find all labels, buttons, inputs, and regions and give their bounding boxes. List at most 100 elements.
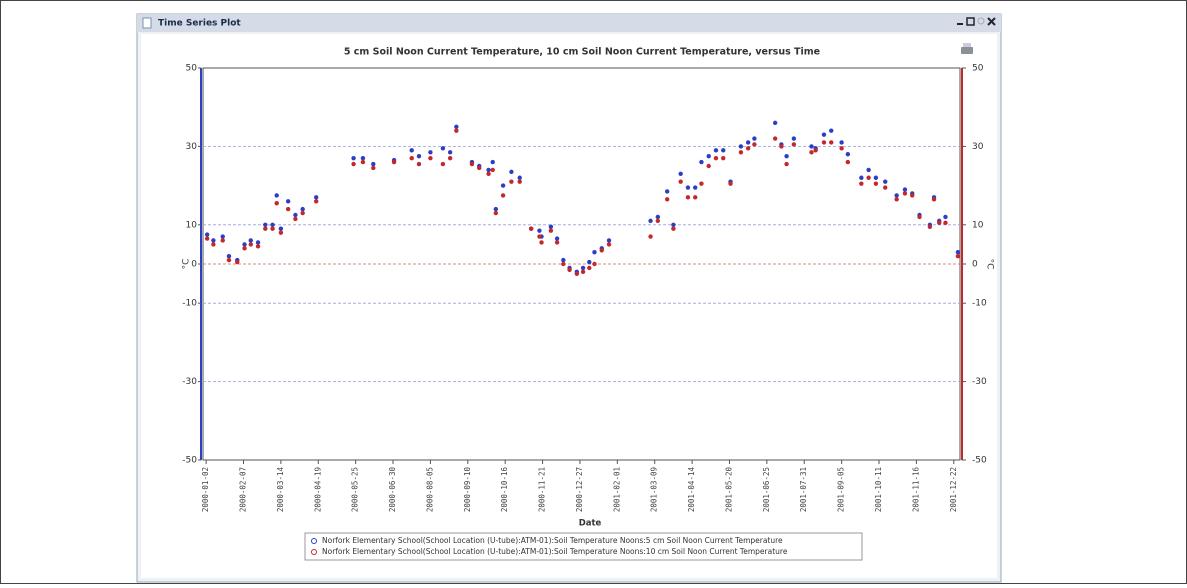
data-point [220, 238, 225, 243]
data-point [517, 175, 522, 180]
data-point [943, 220, 948, 226]
data-point [839, 140, 844, 145]
y2-axis-label: °C [985, 259, 995, 270]
data-point [845, 152, 851, 157]
data-point [592, 261, 597, 267]
data-point [274, 193, 279, 198]
data-point [772, 136, 778, 141]
data-point [371, 165, 376, 171]
y2-tick-label: -10 [972, 299, 987, 309]
data-point [664, 189, 670, 194]
data-point [592, 250, 597, 255]
data-point [721, 155, 726, 161]
x-tick-label: 2001-07-31 [799, 467, 808, 512]
data-point [883, 179, 888, 184]
data-point [300, 210, 305, 216]
print-button[interactable] [961, 43, 973, 54]
x-tick-label: 2000-04-19 [313, 467, 322, 512]
data-point [894, 193, 899, 198]
window-controls[interactable] [957, 17, 996, 26]
close-button[interactable] [987, 17, 996, 26]
data-point [300, 206, 305, 212]
data-point [671, 226, 676, 231]
x-tick-label: 2000-02-07 [238, 467, 247, 512]
minimize-button[interactable] [957, 23, 963, 25]
data-point [866, 175, 871, 180]
printer-paper[interactable] [963, 43, 971, 47]
data-point [779, 144, 784, 149]
data-point [873, 181, 879, 186]
data-point [248, 242, 253, 247]
legend [304, 532, 863, 561]
data-point [447, 155, 453, 161]
data-point [693, 195, 698, 200]
data-point [587, 259, 592, 265]
data-point [859, 181, 864, 186]
y2-tick-label: -50 [972, 456, 987, 466]
data-point [678, 179, 683, 184]
data-point [699, 181, 704, 186]
data-point [226, 257, 232, 263]
data-point [409, 155, 414, 161]
y2-tick-label: 10 [972, 220, 984, 230]
data-point [821, 140, 827, 145]
data-point [574, 271, 580, 276]
data-point [902, 187, 908, 192]
data-point [248, 238, 253, 243]
data-point [706, 154, 711, 159]
title-bar [137, 14, 1001, 32]
x-axis-label: Date [579, 519, 602, 529]
data-point [606, 238, 612, 243]
data-point [548, 228, 554, 233]
data-point [493, 210, 499, 216]
detach-button[interactable] [977, 17, 985, 25]
data-point [255, 244, 261, 249]
data-point [509, 169, 514, 175]
data-point [745, 146, 751, 151]
data-point [917, 214, 922, 220]
data-point [440, 161, 446, 167]
data-point [873, 175, 879, 180]
data-point [204, 232, 210, 237]
x-tick-label: 2000-08-05 [425, 467, 434, 512]
maximize-button[interactable] [966, 17, 975, 26]
y2-tick-label: 0 [972, 260, 978, 270]
data-point [293, 216, 298, 222]
data-point [772, 120, 778, 126]
data-point [548, 224, 554, 229]
data-point [351, 155, 356, 161]
legend-label: Norfork Elementary School(School Locatio… [322, 547, 788, 556]
data-point [693, 185, 698, 190]
data-point [599, 248, 604, 253]
x-tick-label: 2000-06-30 [388, 467, 397, 513]
chart-title: 5 cm Soil Noon Current Temperature, 10 c… [344, 47, 820, 58]
data-point [839, 146, 844, 151]
data-point [813, 148, 818, 153]
y-tick-label: -30 [182, 377, 197, 387]
data-point [784, 161, 789, 167]
data-point [490, 167, 495, 173]
data-point [943, 214, 948, 220]
y2-tick-label: -30 [972, 377, 987, 387]
data-point [255, 240, 261, 245]
data-point [285, 206, 291, 212]
x-tick-label: 2000-01-02 [201, 467, 210, 512]
x-tick-label: 2000-03-14 [276, 467, 285, 513]
y2-tick-label: 50 [972, 64, 984, 74]
data-point [428, 150, 433, 155]
data-point [671, 222, 676, 227]
data-point [242, 242, 247, 247]
data-point [561, 261, 566, 267]
data-point [910, 193, 915, 198]
data-point [486, 167, 491, 173]
data-point [428, 155, 433, 161]
data-point [738, 144, 744, 149]
data-point [351, 161, 356, 167]
data-point [211, 242, 216, 247]
data-point [500, 183, 506, 188]
data-point [685, 185, 691, 190]
data-point [845, 159, 851, 165]
data-point [606, 242, 612, 247]
printer-body[interactable] [961, 47, 973, 54]
